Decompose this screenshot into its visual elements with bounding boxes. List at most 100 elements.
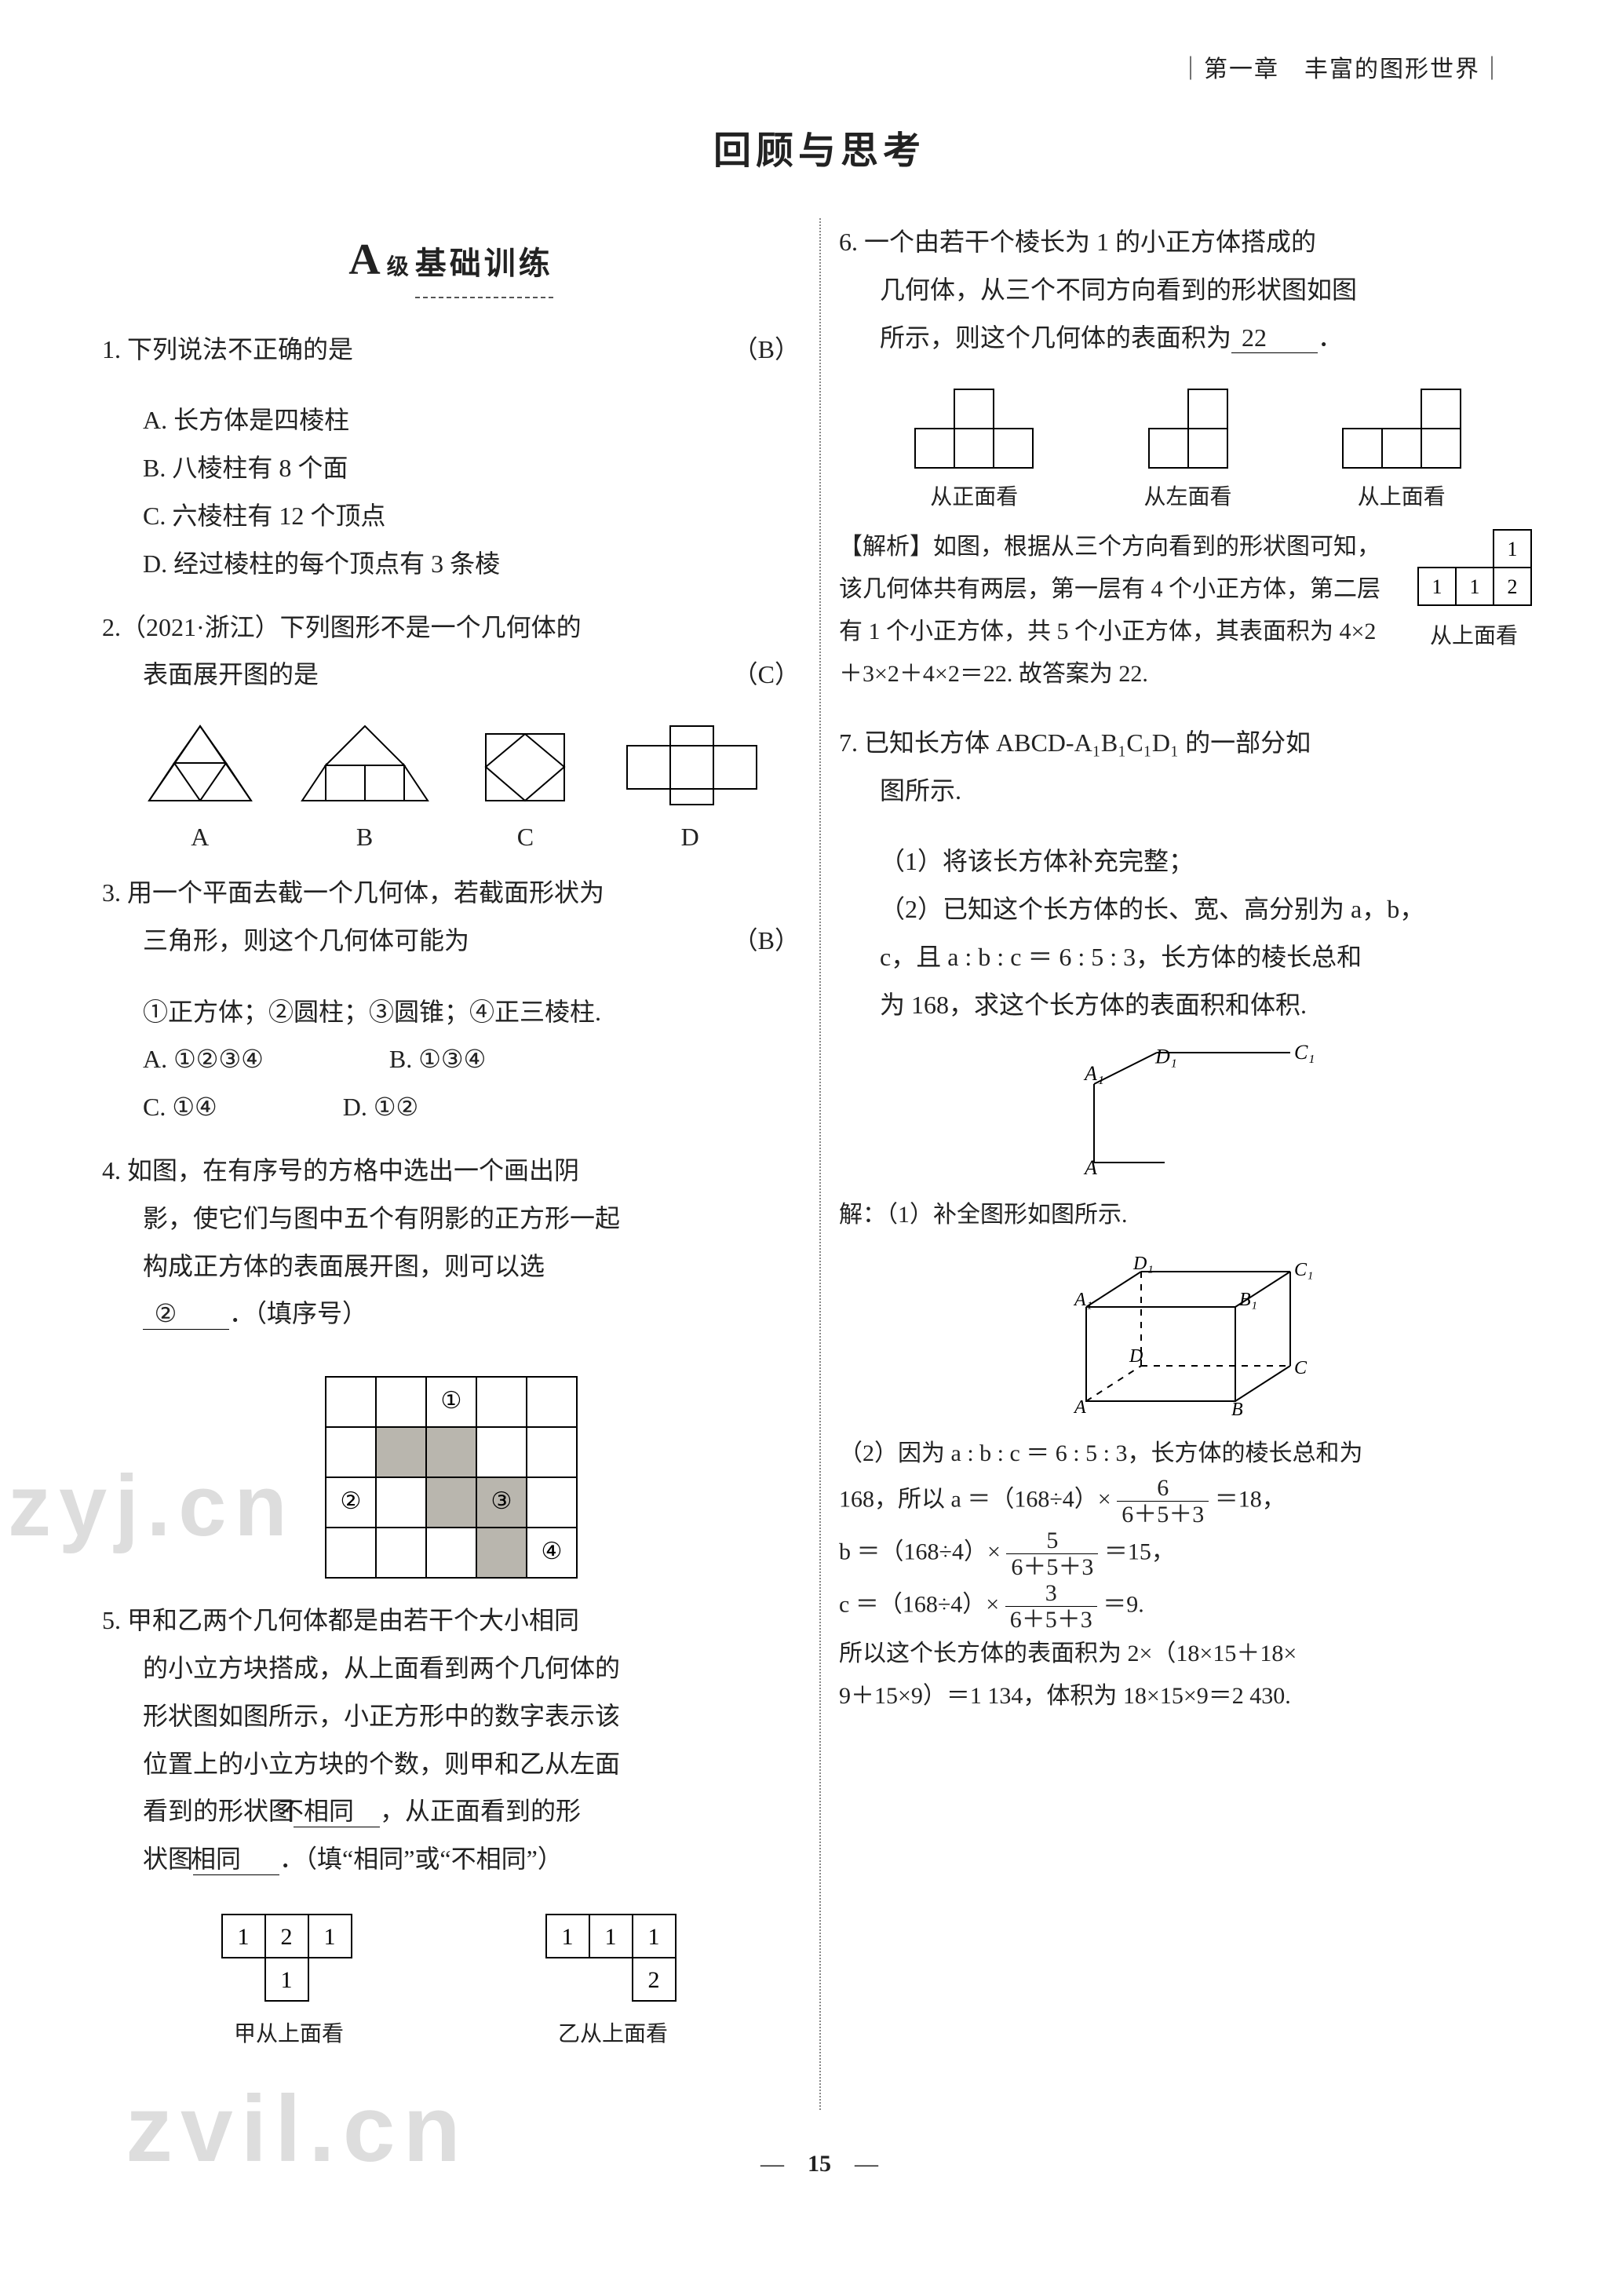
q5-d: 位置上的小立方块的个数，则甲和乙从左面 xyxy=(143,1750,620,1778)
q1-paren-r: ） xyxy=(775,335,800,363)
q5-jia-svg: 1 2 1 1 xyxy=(214,1907,363,2009)
content-columns: A级 基础训练 1. 下列说法不正确的是 （B） A. 长方体是四棱柱 B. 八… xyxy=(102,218,1537,2110)
q7-s2f: 9＋15×9）＝1 134，体积为 18×15×9＝2 430. xyxy=(839,1675,1537,1717)
q6-side-cap: 从上面看 xyxy=(1430,617,1518,656)
q2-paren-l: （ xyxy=(733,660,758,688)
svg-text:B₁: B₁ xyxy=(1239,1290,1257,1310)
q5-figures: 1 2 1 1 甲从上面看 1 1 1 2 乙从上面看 xyxy=(102,1907,800,2055)
q6-a: 6. 一个由若干个棱长为 1 的小正方体搭成的 xyxy=(839,228,1316,256)
q5-yi: 1 1 1 2 乙从上面看 xyxy=(538,1907,687,2055)
q6-front-svg xyxy=(907,385,1041,472)
q6-c-tail: ． xyxy=(1318,323,1343,352)
q7-b: 图所示. xyxy=(880,776,961,805)
left-column: A级 基础训练 1. 下列说法不正确的是 （B） A. 长方体是四棱柱 B. 八… xyxy=(102,218,800,2110)
question-1: 1. 下列说法不正确的是 （B） xyxy=(102,326,800,374)
q6-c-pre: 所示，则这个几何体的表面积为 xyxy=(880,323,1231,352)
q3-list: ①正方体；②圆柱；③圆锥；④正三棱柱. xyxy=(102,988,800,1036)
q7-fig2-wrap: A₁ D₁ C₁ B₁ A B C D xyxy=(839,1260,1537,1417)
q2-fig-b: B xyxy=(298,722,432,861)
q6-cap-top: 从上面看 xyxy=(1358,476,1446,518)
question-6: 6. 一个由若干个棱长为 1 的小正方体搭成的 几何体，从三个不同方向看到的形状… xyxy=(839,218,1537,361)
chapter-text: 第一章 丰富的图形世界 xyxy=(1204,57,1480,82)
q2-fig-a: A xyxy=(141,722,259,861)
q1-stem: 1. 下列说法不正确的是 xyxy=(102,335,353,363)
frac-2: 56＋5＋3 xyxy=(1006,1528,1098,1580)
q7-fig1: A₁ D₁ C₁ A xyxy=(1063,1045,1314,1178)
question-3: 3. 用一个平面去截一个几何体，若截面形状为 三角形，则这个几何体可能为 （B） xyxy=(102,869,800,965)
q7-p2b: c，且 a : b : c ＝ 6 : 5 : 3，长方体的棱长总和 xyxy=(839,933,1537,981)
q2-label-d: D xyxy=(681,813,699,861)
q7-s2a: （2）因为 a : b : c ＝ 6 : 5 : 3，长方体的棱长总和为 xyxy=(839,1433,1537,1475)
svg-text:D: D xyxy=(1129,1346,1143,1367)
q2-svg-b xyxy=(298,722,432,809)
q6-explain-title: 【解析】 xyxy=(839,534,933,560)
q5-b: 的小立方块搭成，从上面看到两个几何体的 xyxy=(143,1654,620,1682)
q2-stem-a: 2.（2021·浙江）下列图形不是一个几何体的 xyxy=(102,613,582,641)
q7-fig1-wrap: A₁ D₁ C₁ A xyxy=(839,1045,1537,1178)
q4-c4: ④ xyxy=(541,1539,562,1564)
frac3-num: 3 xyxy=(1005,1580,1097,1607)
svg-text:C₁: C₁ xyxy=(1294,1260,1313,1280)
q3-answer: B xyxy=(758,926,775,955)
right-column: 6. 一个由若干个棱长为 1 的小正方体搭成的 几何体，从三个不同方向看到的形状… xyxy=(839,218,1537,2110)
svg-text:1: 1 xyxy=(1508,538,1518,560)
q7-fig2: A₁ D₁ C₁ B₁ A B C D xyxy=(1055,1260,1322,1417)
q1-choice-c: C. 六棱柱有 12 个顶点 xyxy=(102,492,800,540)
q5-a: 5. 甲和乙两个几何体都是由若干个大小相同 xyxy=(102,1606,579,1634)
svg-text:A₁: A₁ xyxy=(1083,1062,1104,1085)
q1-answer: B xyxy=(758,335,775,363)
svg-text:2: 2 xyxy=(648,1967,660,1993)
q6-front: 从正面看 xyxy=(907,385,1041,518)
svg-text:1: 1 xyxy=(281,1967,293,1993)
svg-text:2: 2 xyxy=(281,1924,293,1950)
q5-ans1: 不相同 xyxy=(294,1796,380,1827)
svg-text:1: 1 xyxy=(324,1924,336,1950)
q6-top-svg xyxy=(1335,385,1468,472)
svg-text:B: B xyxy=(1231,1400,1243,1420)
q6-left-svg xyxy=(1141,385,1235,472)
svg-text:1: 1 xyxy=(1470,575,1480,598)
q6-top: 从上面看 xyxy=(1335,385,1468,518)
q2-svg-a xyxy=(141,722,259,809)
q2-fig-d: D xyxy=(619,722,760,861)
frac3-den: 6＋5＋3 xyxy=(1005,1607,1097,1633)
q7-a: 7. 已知长方体 ABCD-A₁B₁C₁D₁ 的一部分如 xyxy=(839,728,1311,757)
q2-label-c: C xyxy=(517,813,534,861)
q2-svg-c xyxy=(470,722,580,809)
q4-tail: ．（填序号） xyxy=(229,1299,367,1327)
svg-text:A: A xyxy=(1083,1156,1097,1179)
svg-text:D₁: D₁ xyxy=(1154,1045,1177,1068)
q2-svg-d xyxy=(619,722,760,809)
level-sub: 级 xyxy=(387,246,409,288)
q5-e-pre: 看到的形状图 xyxy=(143,1797,294,1825)
q5-jia-cap: 甲从上面看 xyxy=(234,2013,344,2055)
q4-c3: ③ xyxy=(491,1488,512,1514)
q3-stem-b: 三角形，则这个几何体可能为 xyxy=(143,926,469,955)
q1-choice-d: D. 经过棱柱的每个顶点有 3 条棱 xyxy=(102,540,800,588)
question-4: 4. 如图，在有序号的方格中选出一个画出阴 影，使它们与图中五个有阴影的正方形一… xyxy=(102,1147,800,1338)
q5-yi-cap: 乙从上面看 xyxy=(558,2013,668,2055)
q7-p2a: （2）已知这个长方体的长、宽、高分别为 a，b， xyxy=(839,885,1537,933)
page-footer: — 15 — xyxy=(102,2141,1537,2186)
q6-cap-front: 从正面看 xyxy=(930,476,1018,518)
svg-text:C: C xyxy=(1294,1358,1308,1378)
q7-s2b-pre: 168，所以 a ＝（168÷4）× xyxy=(839,1486,1111,1512)
svg-text:2: 2 xyxy=(1508,575,1518,598)
q5-c: 形状图如图所示，小正方形中的数字表示该 xyxy=(143,1702,620,1730)
q5-ans2: 相同 xyxy=(193,1844,279,1874)
q2-answer: C xyxy=(758,660,775,688)
q6-explain: 【解析】如图，根据从三个方向看到的形状图可知，该几何体共有两层，第一层有 4 个… xyxy=(839,526,1537,695)
level-title: 基础训练 xyxy=(415,234,553,298)
q2-figures: A B C xyxy=(102,722,800,861)
q7-p1: （1）将该长方体补充完整； xyxy=(839,838,1537,885)
q7-s2e: 所以这个长方体的表面积为 2×（18×15＋18× xyxy=(839,1633,1537,1675)
q3-b: B. ①③④ xyxy=(389,1035,486,1083)
svg-text:D₁: D₁ xyxy=(1132,1254,1154,1274)
frac1-den: 6＋5＋3 xyxy=(1117,1502,1209,1528)
q7-sol2: （2）因为 a : b : c ＝ 6 : 5 : 3，长方体的棱长总和为 16… xyxy=(839,1433,1537,1717)
q3-row1: A. ①②③④ B. ①③④ xyxy=(102,1035,800,1083)
watermark-1: zyj.cn xyxy=(8,1424,295,1588)
q2-paren-r: ） xyxy=(775,660,800,688)
q3-paren-l: （ xyxy=(733,926,758,955)
q4-stem-b: 影，使它们与图中五个有阴影的正方形一起 xyxy=(143,1204,620,1232)
